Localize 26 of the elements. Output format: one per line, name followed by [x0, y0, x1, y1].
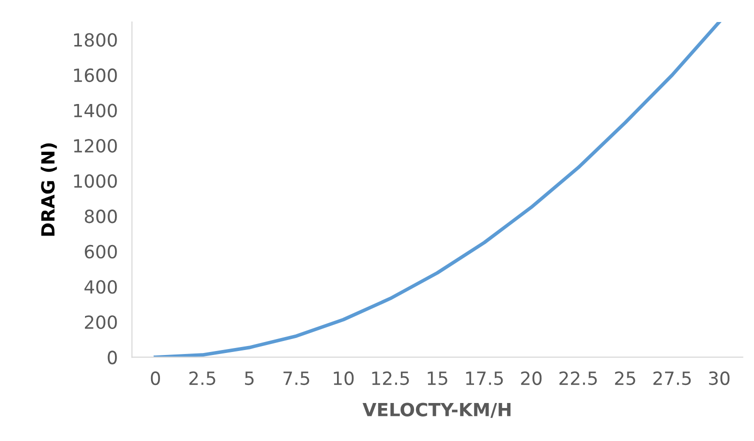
- y-tick-label: 800: [84, 210, 117, 224]
- x-tick-label: 20: [521, 371, 542, 386]
- x-tick-label: 7.5: [284, 372, 310, 386]
- x-tick-label: 5: [245, 372, 254, 386]
- x-tick-label: 17.5: [466, 372, 503, 386]
- line-series: [154, 22, 721, 358]
- x-tick-label: 30: [709, 371, 730, 386]
- y-tick-label: 1600: [74, 68, 117, 82]
- y-axis-title: DRAG (N): [40, 143, 57, 236]
- x-tick-label: 15: [428, 372, 448, 386]
- y-tick-label: 1000: [74, 174, 117, 188]
- x-tick-label: 10: [334, 371, 354, 386]
- y-tick-label: 1800: [74, 33, 117, 47]
- y-tick-label: 1200: [74, 138, 117, 153]
- y-tick-label: 200: [84, 315, 117, 330]
- y-tick-label: 1400: [74, 104, 117, 118]
- x-tick-label: 2.5: [189, 371, 216, 386]
- x-tick-label: 27.5: [653, 371, 691, 386]
- x-axis-title: VELOCTY-KM/H: [362, 402, 510, 418]
- x-tick-label: 25: [615, 371, 636, 386]
- y-tick-label: 400: [84, 280, 117, 294]
- x-tick-label: 22.5: [559, 371, 597, 386]
- y-tick-label: 0: [108, 350, 117, 364]
- x-tick-label: 12.5: [372, 371, 409, 386]
- y-tick-label: 600: [84, 244, 117, 258]
- x-tick-label: 0: [150, 371, 160, 386]
